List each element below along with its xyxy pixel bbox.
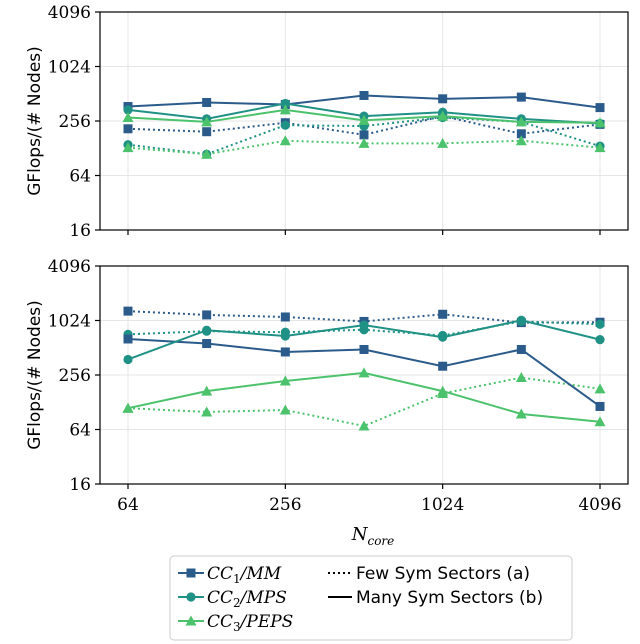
data-point: [123, 105, 133, 115]
data-point: [438, 309, 448, 319]
data-point: [279, 375, 291, 386]
data-point: [437, 385, 449, 396]
data-point: [359, 130, 369, 140]
y-tick-label: 256: [59, 112, 91, 132]
data-point: [123, 124, 133, 134]
y-tick-label: 4096: [48, 257, 91, 277]
x-tick-label: 4096: [578, 495, 621, 515]
data-point: [280, 331, 290, 341]
data-point: [594, 142, 606, 153]
data-point: [516, 315, 526, 325]
data-point: [359, 320, 369, 330]
data-point: [594, 416, 606, 427]
series-CC3-dotted: [122, 372, 606, 431]
y-tick-label: 64: [69, 167, 91, 187]
data-point: [515, 372, 527, 383]
legend-label: CC3/PEPS: [207, 612, 293, 634]
data-point: [280, 98, 290, 109]
legend-marker: [186, 592, 196, 602]
y-tick-label: 1024: [48, 312, 91, 332]
legend-marker: [186, 568, 196, 578]
series-line: [127, 371, 601, 423]
x-tick-label: 256: [269, 495, 301, 515]
data-point: [594, 383, 606, 394]
data-point: [594, 117, 606, 128]
data-point: [359, 344, 369, 354]
data-point: [438, 94, 448, 104]
data-point: [516, 129, 526, 139]
data-point: [201, 148, 213, 159]
x-axis-label-main: N: [351, 524, 369, 545]
data-point: [437, 137, 449, 148]
data-point: [202, 325, 212, 335]
data-point: [595, 103, 605, 113]
data-point: [280, 312, 290, 322]
legend-label: CC2/MPS: [207, 588, 287, 610]
series-CC1-solid: [123, 334, 605, 411]
x-axis-label-sub: core: [367, 534, 394, 548]
legend-style-label: Many Sym Sectors (b): [356, 588, 543, 608]
data-point: [358, 114, 370, 125]
data-point: [123, 354, 133, 365]
data-point: [515, 116, 527, 127]
y-tick-label: 1024: [48, 58, 91, 78]
data-point: [202, 97, 212, 107]
series-line: [127, 376, 601, 428]
legend-style-label: Few Sym Sectors (a): [356, 564, 530, 584]
data-point: [438, 361, 448, 371]
data-point: [515, 408, 527, 419]
data-point: [280, 120, 290, 130]
x-axis-label: Ncore: [351, 524, 395, 548]
data-point: [123, 334, 133, 344]
data-point: [122, 142, 134, 153]
y-axis-label: GFlops/(# Nodes): [25, 300, 45, 450]
data-point: [438, 332, 448, 342]
data-point: [201, 116, 213, 127]
data-point: [437, 110, 449, 121]
y-tick-label: 4096: [48, 3, 91, 23]
data-point: [595, 334, 605, 345]
data-point: [358, 367, 370, 378]
data-point: [122, 111, 134, 122]
series-CC3-solid: [122, 104, 606, 128]
bottom-panel: 16 64 256 1024 4096 64 256 1024 4096 GFlops/(# No…: [25, 257, 629, 515]
series-CC1-solid: [123, 90, 605, 113]
y-axis-label: GFlops/(# Nodes): [25, 46, 45, 196]
data-point: [202, 127, 212, 137]
data-point: [202, 339, 212, 349]
data-point: [123, 306, 133, 316]
y-tick-label: 64: [69, 421, 91, 441]
x-tick-label: 1024: [421, 495, 464, 515]
data-point: [595, 401, 605, 411]
data-point: [280, 347, 290, 357]
data-point: [516, 92, 526, 102]
series-CC2-solid: [123, 315, 605, 365]
data-point: [279, 404, 291, 415]
data-point: [595, 319, 605, 329]
data-point: [279, 104, 291, 115]
data-point: [201, 406, 213, 417]
data-point: [516, 344, 526, 354]
series-CC3-solid: [122, 367, 606, 427]
data-point: [202, 310, 212, 320]
data-point: [201, 385, 213, 396]
legend-marker: [185, 615, 197, 626]
data-point: [358, 420, 370, 431]
x-tick-label: 64: [117, 495, 139, 515]
y-tick-label: 16: [69, 221, 91, 241]
data-point: [279, 135, 291, 146]
data-point: [358, 137, 370, 148]
data-point: [359, 90, 369, 100]
legend-label: CC1/MM: [207, 564, 282, 586]
legend-box: [169, 555, 573, 641]
y-tick-label: 256: [59, 366, 91, 386]
top-panel: 16 64 256 1024 4096 GFlops/(# Nodes): [25, 3, 629, 241]
data-point: [122, 402, 134, 413]
series-CC3-dotted: [122, 135, 606, 159]
y-tick-label: 16: [69, 475, 91, 495]
data-point: [515, 135, 527, 146]
